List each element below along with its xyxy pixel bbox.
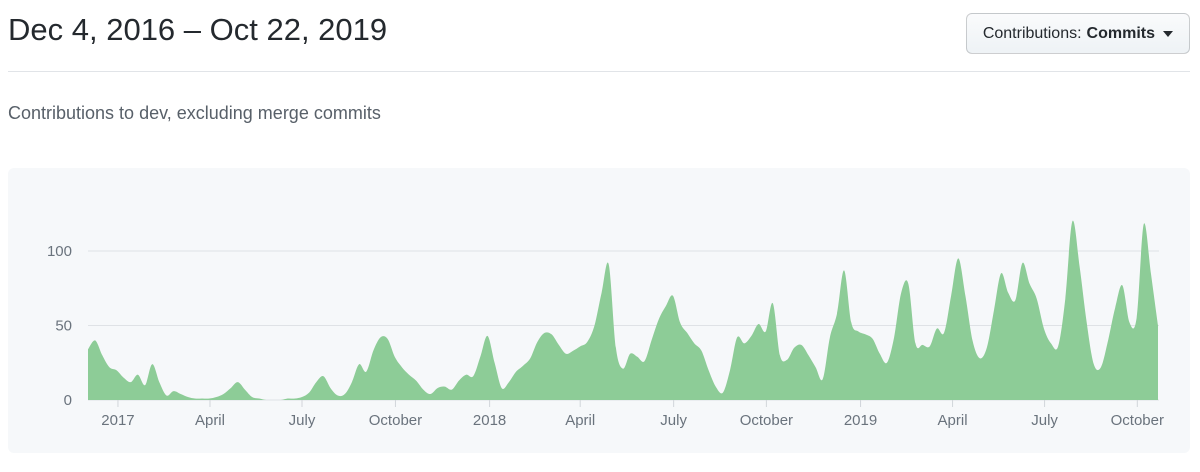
x-axis-label: July	[289, 412, 316, 429]
x-axis-label: 2017	[101, 412, 134, 429]
y-axis-label: 0	[64, 392, 72, 409]
filter-button-value: Commits	[1086, 24, 1155, 42]
header-divider	[8, 71, 1190, 72]
x-axis-label: October	[740, 412, 793, 429]
contributions-filter-button[interactable]: Contributions: Commits	[965, 13, 1190, 54]
contributions-chart-panel: 0 50 100 2017 April July October 2018 April July O…	[8, 168, 1190, 453]
x-axis-label: October	[1111, 412, 1164, 429]
x-axis-label: July	[660, 412, 687, 429]
page-title: Dec 4, 2016 – Oct 22, 2019	[8, 12, 388, 47]
x-axis-label: October	[369, 412, 422, 429]
commits-area-series[interactable]	[88, 220, 1158, 400]
x-axis-label: April	[195, 412, 225, 429]
y-axis-label: 50	[55, 318, 72, 335]
dropdown-caret-icon	[1163, 30, 1173, 37]
x-axis-label: April	[565, 412, 595, 429]
x-axis-label: 2019	[844, 412, 877, 429]
y-axis-label: 100	[47, 243, 72, 260]
chart-subtitle: Contributions to dev, excluding merge co…	[8, 103, 381, 123]
x-axis-label: April	[938, 412, 968, 429]
contributions-chart: 0 50 100 2017 April July October 2018 April July O…	[47, 220, 1164, 429]
filter-button-label: Contributions:	[982, 24, 1082, 42]
x-axis-label: July	[1031, 412, 1058, 429]
x-axis-label: 2018	[473, 412, 506, 429]
